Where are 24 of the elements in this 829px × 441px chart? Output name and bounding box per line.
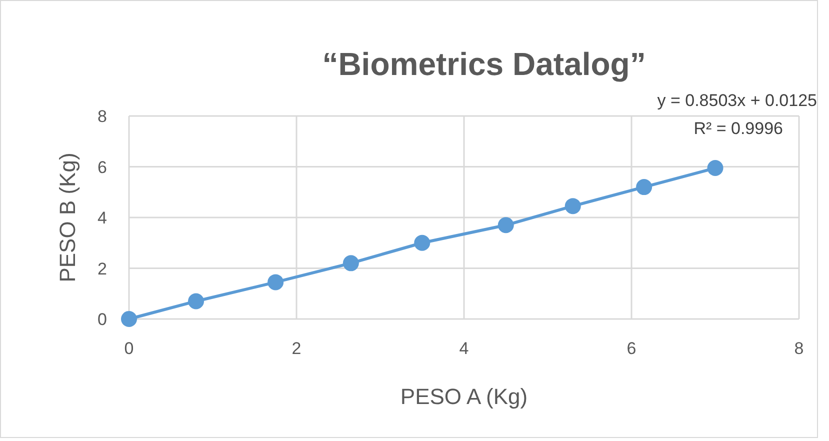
y-tick-label: 2 <box>98 259 107 278</box>
y-axis-title: PESO B (Kg) <box>55 152 80 282</box>
x-tick-label: 0 <box>124 339 134 358</box>
text: y = 0.8503x + 0.0125 <box>657 91 817 110</box>
x-axis-title: PESO A (Kg) <box>400 384 528 409</box>
point <box>636 179 652 196</box>
y-tick-label: 4 <box>98 208 107 228</box>
y-tick-label: 8 <box>98 107 107 126</box>
point <box>342 255 359 272</box>
x-tick-label: 4 <box>459 339 469 358</box>
point <box>414 234 430 251</box>
point <box>121 311 137 327</box>
chart-title: “Biometrics Datalog” <box>322 46 646 82</box>
x-tick-label: 2 <box>292 339 302 358</box>
point <box>498 217 514 234</box>
annotation: R² = 0.9996 <box>694 119 783 138</box>
point <box>707 160 724 176</box>
point <box>564 198 581 214</box>
y-tick-label: 6 <box>98 158 107 177</box>
point <box>188 293 204 310</box>
point <box>268 274 284 290</box>
x-tick-label: 8 <box>794 339 804 358</box>
y-tick-label: 0 <box>98 310 107 329</box>
x-tick-label: 6 <box>626 339 636 358</box>
